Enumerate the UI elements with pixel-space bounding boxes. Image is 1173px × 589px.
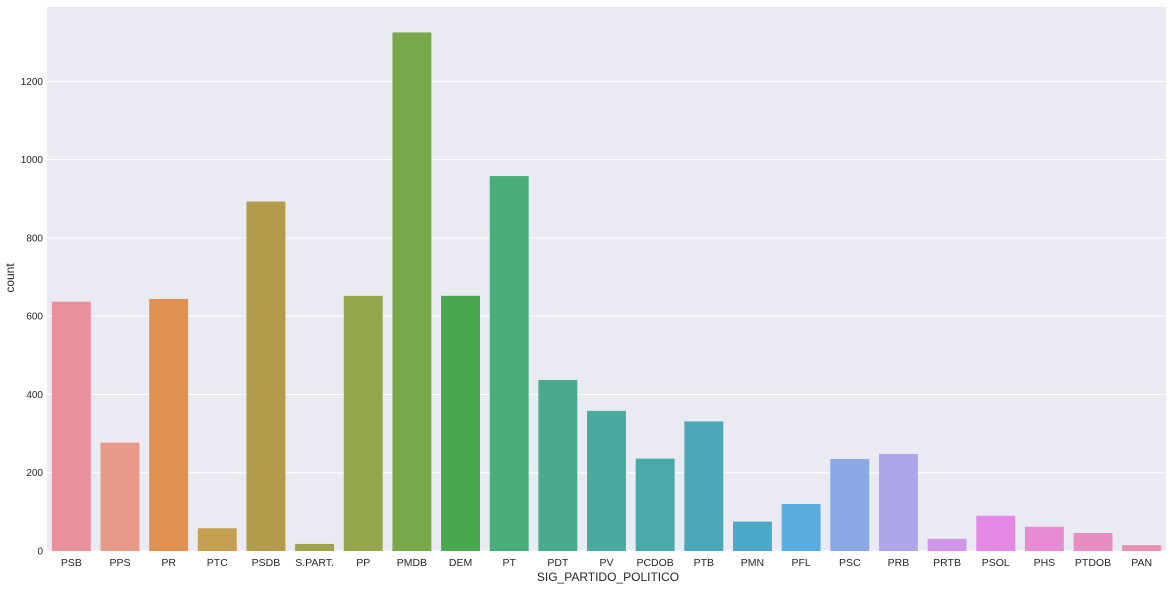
y-tick-label: 600 xyxy=(26,312,43,323)
bar-ptb xyxy=(684,421,724,551)
bar-pmdb xyxy=(392,32,432,552)
x-tick-label: PSOL xyxy=(982,557,1010,569)
y-tick-labels: 0 200 400 600 800 1000 1200 xyxy=(21,77,44,558)
bar-pps xyxy=(100,442,140,551)
bar-psb xyxy=(51,301,91,551)
x-tick-label: PAN xyxy=(1131,557,1152,569)
x-tick-label: PMN xyxy=(741,557,764,569)
bar-pdt xyxy=(538,379,578,551)
x-tick-label: PTC xyxy=(207,557,228,569)
x-tick-label: PSC xyxy=(839,557,861,569)
x-tick-label: DEM xyxy=(449,557,472,569)
x-tick-label: PPS xyxy=(109,557,130,569)
x-tick-label: PSB xyxy=(61,557,82,569)
x-tick-label: PTB xyxy=(694,557,714,569)
bar-pcdob xyxy=(635,458,675,551)
y-tick-label: 1000 xyxy=(21,155,44,166)
bar-ptc xyxy=(197,528,237,551)
x-tick-label: PR xyxy=(161,557,176,569)
bar-psdb xyxy=(246,201,286,552)
x-tick-label: PRTB xyxy=(933,557,961,569)
bar-psol xyxy=(976,515,1016,551)
bar-pv xyxy=(587,410,626,551)
x-tick-label: S.PART. xyxy=(295,557,334,569)
x-tick-label: PFL xyxy=(791,557,810,569)
x-tick-label: PMDB xyxy=(397,557,427,569)
bars xyxy=(51,32,1162,552)
y-axis-label: count xyxy=(3,263,17,293)
bar-pp xyxy=(343,295,383,551)
x-tick-label: PHS xyxy=(1034,557,1056,569)
x-tick-label: PT xyxy=(502,557,516,569)
bar-pmn xyxy=(732,521,772,551)
x-tick-labels: PSB PPS PR PTC PSDB S.PART. PP PMDB DEM PT PDT PV PC… xyxy=(61,557,1152,569)
bar-pr xyxy=(149,298,189,551)
x-tick-label: PRB xyxy=(888,557,910,569)
bar-phs xyxy=(1024,526,1064,551)
y-tick-label: 200 xyxy=(26,468,43,479)
x-tick-label: PDT xyxy=(547,557,569,569)
bar-ptdob xyxy=(1073,532,1113,551)
bar-prtb xyxy=(927,538,967,551)
x-tick-label: PCDOB xyxy=(636,557,673,569)
x-tick-label: PV xyxy=(599,557,613,569)
bar-prb xyxy=(878,453,918,551)
x-tick-label: PP xyxy=(356,557,370,569)
x-tick-label: PTDOB xyxy=(1075,557,1111,569)
bar-dem xyxy=(441,295,481,551)
bar-s-part xyxy=(295,543,335,551)
x-tick-label: PSDB xyxy=(252,557,281,569)
x-axis-label: SIG_PARTIDO_POLITICO xyxy=(537,570,679,584)
y-tick-label: 0 xyxy=(37,547,43,558)
bar-pt xyxy=(489,176,529,552)
bar-pan xyxy=(1122,545,1162,551)
bar-pfl xyxy=(781,504,821,551)
bar-psc xyxy=(830,459,870,551)
y-tick-label: 400 xyxy=(26,390,43,401)
y-tick-label: 800 xyxy=(26,233,43,244)
y-tick-label: 1200 xyxy=(21,77,44,88)
